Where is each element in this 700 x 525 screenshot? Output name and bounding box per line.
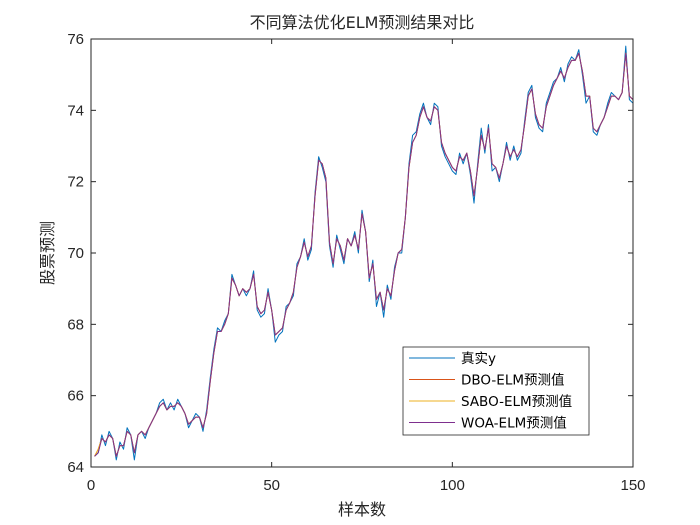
y-axis-label: 股票预测 [38, 221, 57, 285]
series-line-4 [94, 52, 634, 457]
y-tick-label: 64 [67, 459, 84, 476]
x-axis-label: 样本数 [338, 500, 386, 519]
chart-title: 不同算法优化ELM预测结果对比 [250, 13, 475, 32]
x-tick-label: 0 [87, 477, 95, 494]
legend-box [402, 346, 590, 436]
y-tick-label: 68 [67, 316, 84, 333]
legend-label-3: SABO-ELM预测值 [461, 394, 572, 410]
legend-label-1: 真实y [461, 351, 496, 367]
legend-label-2: DBO-ELM预测值 [461, 373, 565, 389]
y-tick-label: 72 [67, 174, 84, 191]
y-tick-label: 74 [67, 102, 84, 119]
y-tick-label: 66 [67, 388, 84, 405]
y-tick-label: 76 [67, 31, 84, 48]
ticks-layer: 0 50 100 150 64 66 68 70 72 74 76 [67, 31, 645, 494]
series-layer [94, 45, 634, 461]
legend-label-4: WOA-ELM预测值 [461, 416, 567, 432]
legend: 真实y DBO-ELM预测值 SABO-ELM预测值 WOA-ELM预测值 [402, 346, 590, 436]
x-tick-label: 100 [440, 477, 465, 494]
x-tick-label: 150 [620, 477, 645, 494]
legend-entries: 真实y DBO-ELM预测值 SABO-ELM预测值 WOA-ELM预测值 [409, 351, 572, 432]
y-tick-label: 70 [67, 245, 84, 262]
x-tick-label: 50 [263, 477, 280, 494]
